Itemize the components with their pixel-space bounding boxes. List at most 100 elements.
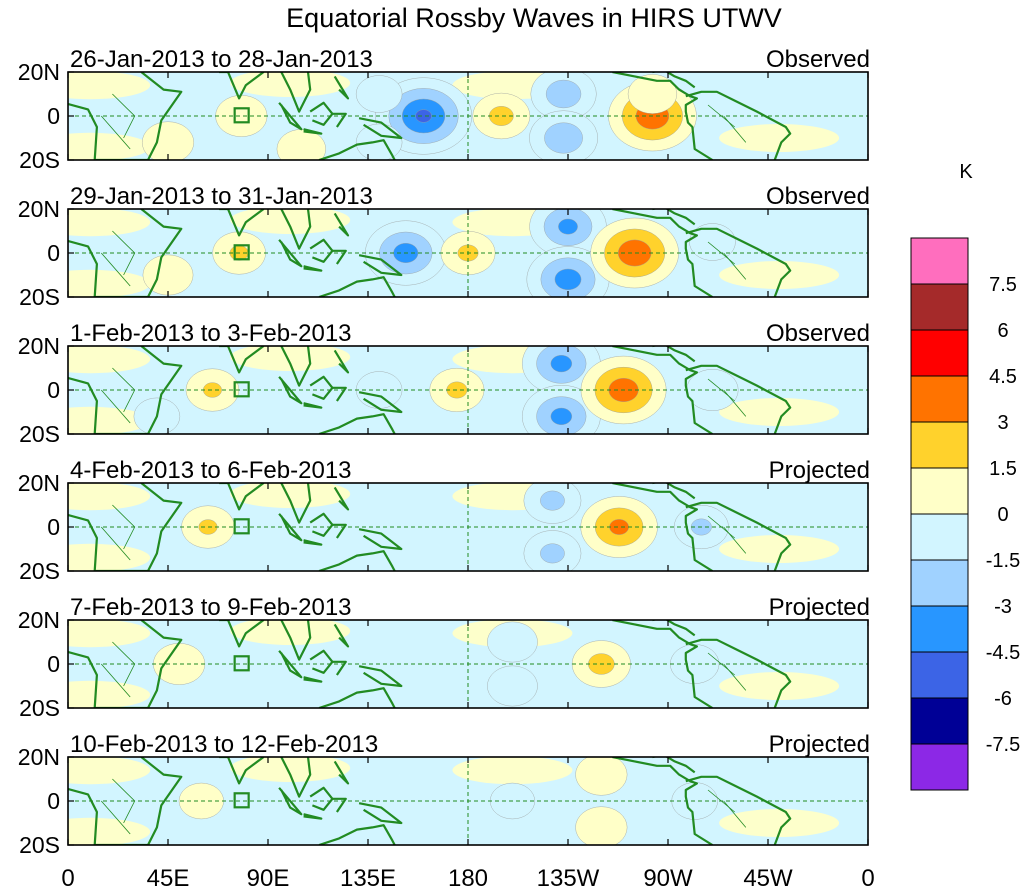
colorbar-swatch	[910, 743, 969, 791]
weak-positive-band	[68, 680, 151, 708]
contour-level	[554, 268, 582, 291]
colorbar-level-label: 0	[997, 504, 1008, 526]
y-tick-label: 20S	[19, 558, 60, 584]
x-tick-label: 135E	[340, 865, 396, 890]
weak-positive-band	[68, 406, 151, 434]
panel-2: 20N 0 20S 29-Jan-2013 to 31-Jan-2013 Observe…	[18, 183, 870, 310]
y-tick-label: 20N	[18, 59, 60, 85]
weak-positive-band	[68, 72, 151, 100]
y-tick-label: 20N	[18, 333, 60, 359]
coastline	[358, 391, 403, 414]
coastline	[333, 349, 350, 374]
weak-positive-band	[719, 809, 840, 837]
coastline	[333, 75, 350, 100]
coastline	[280, 72, 312, 113]
panel-1: 20N 0 20S 26-Jan-2013 to 28-Jan-2013 Observe…	[18, 46, 870, 173]
anomaly-blob	[526, 246, 610, 297]
panel-status: Projected	[769, 731, 870, 758]
reference-box	[233, 244, 250, 261]
colorbar-level-label: -7.5	[986, 734, 1020, 756]
y-tick-label: 0	[47, 788, 60, 814]
anomaly-blob	[487, 665, 538, 707]
colorbar: K 7.5 6 4.5 3 1.5 0 -1.5 -3 -4.5 -6 -7.5	[910, 161, 1020, 791]
panel-date-range: 29-Jan-2013 to 31-Jan-2013	[70, 183, 373, 210]
coastline	[318, 276, 396, 297]
coastline	[278, 650, 303, 679]
contour-level	[609, 519, 629, 535]
anomaly-blob	[522, 385, 601, 434]
anomaly-blob	[523, 530, 582, 571]
coastline	[280, 209, 312, 250]
field-area	[68, 620, 868, 708]
anomaly-blob	[355, 123, 403, 160]
weak-positive-band	[68, 132, 151, 160]
contour-level	[276, 129, 326, 160]
coastline	[219, 346, 265, 374]
anomaly-blob	[142, 254, 194, 296]
colorbar-swatch	[910, 467, 969, 515]
panel-date-range: 1-Feb-2013 to 3-Feb-2013	[70, 320, 352, 347]
coastline	[333, 486, 350, 511]
y-tick-label: 20N	[18, 196, 60, 222]
x-tick-label: 135W	[537, 865, 600, 890]
panel-date-range: 7-Feb-2013 to 9-Feb-2013	[70, 594, 352, 621]
x-tick-label: 0	[861, 865, 874, 890]
contour-level	[550, 355, 573, 373]
coastline	[318, 413, 396, 434]
country-border	[100, 252, 131, 287]
coastline	[652, 757, 696, 774]
y-tick-label: 0	[47, 651, 60, 677]
weak-positive-band	[68, 269, 151, 297]
weak-positive-band	[68, 483, 151, 511]
panel-6: 20N 0 20S 10-Feb-2013 to 12-Feb-2013 Project…	[18, 731, 870, 858]
colorbar-swatch	[910, 421, 969, 469]
anomaly-blob	[575, 757, 628, 796]
colorbar-swatch	[910, 237, 969, 285]
coastline	[318, 139, 396, 160]
colorbar-level-label: 6	[997, 320, 1008, 342]
coastline	[219, 757, 265, 785]
panel-date-range: 26-Jan-2013 to 28-Jan-2013	[70, 46, 373, 73]
colorbar-unit: K	[959, 161, 973, 183]
panel-date-range: 4-Feb-2013 to 6-Feb-2013	[70, 457, 352, 484]
reference-box	[233, 792, 250, 809]
panel-5: 20N 0 20S 7-Feb-2013 to 9-Feb-2013 Projected	[18, 594, 870, 721]
anomaly-blob	[627, 74, 678, 114]
y-tick-label: 20S	[19, 147, 60, 173]
colorbar-swatch	[910, 651, 969, 699]
coastline	[303, 402, 323, 409]
country-border	[100, 526, 131, 561]
panels-group: 20N 0 20S 26-Jan-2013 to 28-Jan-2013 Observe…	[18, 46, 870, 858]
y-tick-label: 20N	[18, 470, 60, 496]
coastline	[333, 623, 350, 648]
coastline	[278, 513, 303, 542]
colorbar-swatch	[910, 559, 969, 607]
colorbar-swatch	[910, 605, 969, 653]
colorbar-swatch	[910, 329, 969, 377]
coastline	[358, 528, 403, 551]
coastline	[685, 227, 792, 297]
coastline	[303, 676, 323, 683]
coastline	[278, 102, 303, 131]
anomaly-blob	[523, 483, 582, 524]
country-border	[100, 389, 131, 424]
coastline	[358, 254, 403, 277]
country-border	[100, 663, 131, 698]
colorbar-level-label: 7.5	[989, 274, 1017, 296]
coastline	[612, 483, 713, 571]
coastline	[68, 346, 183, 434]
weak-positive-band	[719, 672, 840, 700]
colorbar-level-label: -4.5	[986, 642, 1020, 664]
coastline	[685, 638, 792, 708]
y-tick-label: 20S	[19, 832, 60, 858]
contour-level	[575, 757, 628, 796]
coastline	[332, 249, 347, 265]
anomaly-blob	[355, 75, 403, 113]
colorbar-level-label: -6	[994, 688, 1012, 710]
x-axis: 0 45E 90E 135E 180 135W 90W 45W 0	[61, 865, 874, 890]
colorbar-level-label: -3	[994, 596, 1012, 618]
coastline	[612, 757, 713, 845]
coastline	[280, 757, 312, 798]
coastline	[612, 620, 713, 708]
colorbar-swatch	[910, 513, 969, 561]
